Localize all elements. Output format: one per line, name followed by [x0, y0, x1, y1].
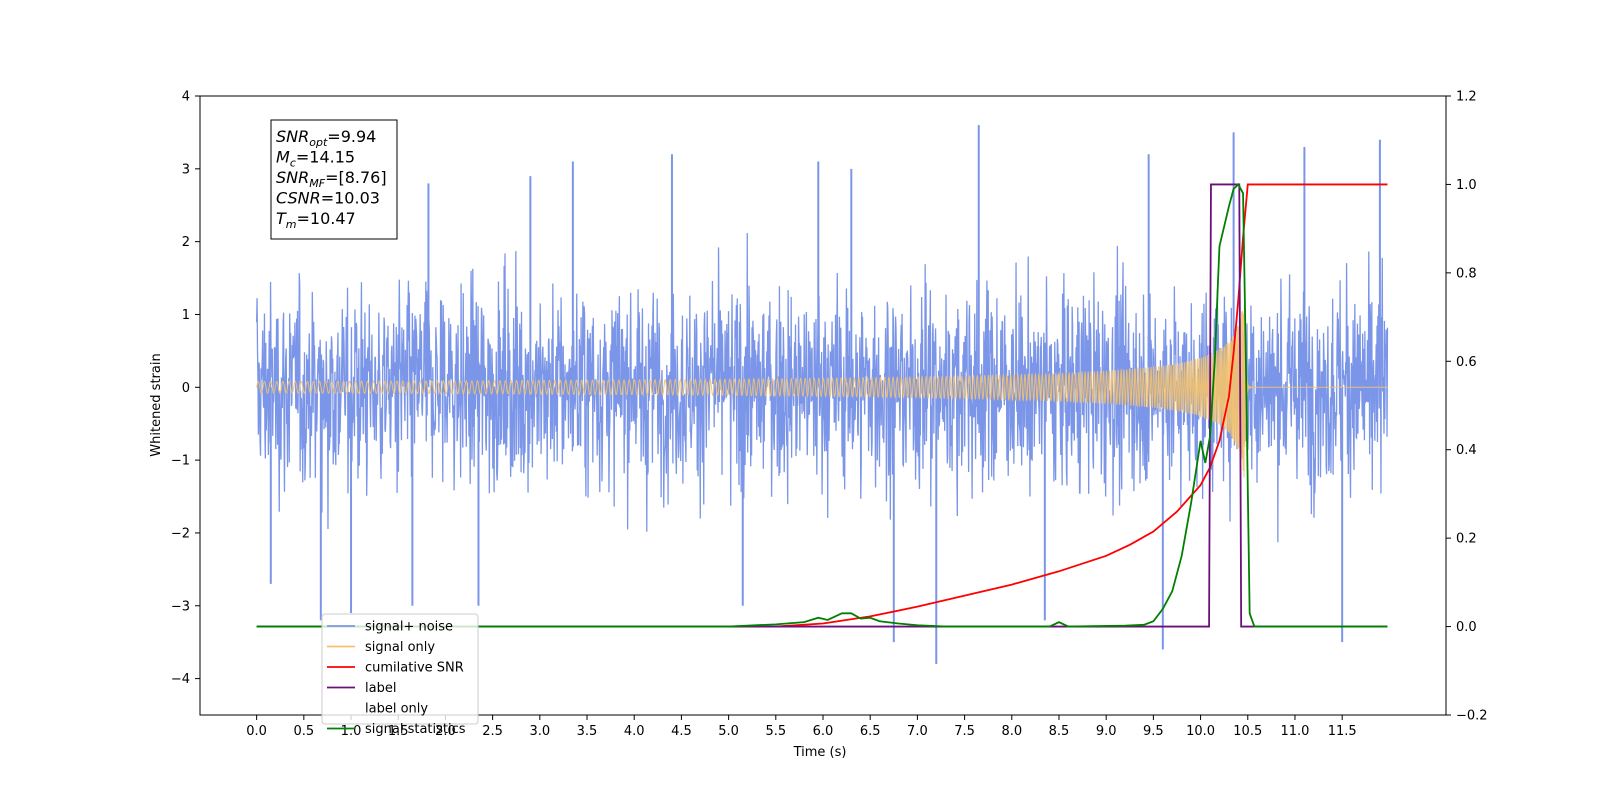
legend-label: label: [365, 681, 396, 696]
x-tick-label: 4.5: [671, 724, 692, 739]
x-tick-label: 6.0: [813, 724, 834, 739]
x-tick-label: 10.5: [1233, 724, 1262, 739]
x-tick-label: 9.0: [1096, 724, 1117, 739]
y2-tick-label: 0.0: [1456, 620, 1477, 635]
legend-label: cumilative SNR: [365, 661, 464, 676]
x-tick-label: 3.0: [529, 724, 550, 739]
x-tick-label: 0.0: [246, 724, 267, 739]
x-tick-label: 5.5: [765, 724, 786, 739]
y2-tick-label: 1.0: [1456, 178, 1477, 193]
legend: signal+ noise signal only cumilative SNR la…: [321, 613, 479, 737]
annotation-line: SNRMF=[8.76]: [276, 168, 387, 190]
x-tick-label: 4.0: [624, 724, 645, 739]
x-tick-label: 0.5: [293, 724, 314, 739]
x-tick-label: 7.0: [907, 724, 928, 739]
x-tick-label: 3.5: [577, 724, 598, 739]
x-tick-label: 8.0: [1001, 724, 1022, 739]
x-tick-label: 10.0: [1186, 724, 1215, 739]
x-tick-label: 9.5: [1143, 724, 1164, 739]
y-tick-label: 4: [182, 90, 190, 105]
y-tick-label: 1: [182, 308, 190, 323]
x-tick-label: 1.5: [388, 724, 409, 739]
legend-label: signal only: [365, 640, 435, 655]
legend-label: signal statistics: [365, 722, 466, 737]
x-axis: 0.0 0.5 1.0 1.5 2.0 2.5 3.0 3.5 4.0 4.5 5.0 5.5 6.0 6…: [246, 715, 1357, 739]
annotation-frame: [270, 119, 398, 240]
x-tick-label: 2.0: [435, 724, 456, 739]
y-tick-label: −2: [171, 526, 190, 541]
series-signal-statistics-line: [256, 182, 1388, 628]
annotation-line: Mc=14.15: [276, 148, 355, 170]
annotation-box: SNRopt=9.94Mc=14.15SNRMF=[8.76]CSNR=10.0…: [270, 119, 398, 240]
x-tick-label: 11.0: [1280, 724, 1309, 739]
legend-label: label only: [365, 702, 428, 717]
y2-tick-label: 0.4: [1456, 443, 1477, 458]
x-tick-label: 7.5: [954, 724, 975, 739]
x-tick-label: 11.5: [1328, 724, 1357, 739]
y-tick-label: −3: [171, 599, 190, 614]
y2-tick-label: 0.2: [1456, 532, 1477, 547]
y-axis-left: −4 −3 −2 −1 0 1 2 3 4: [171, 90, 200, 687]
y2-tick-label: 0.8: [1456, 266, 1477, 281]
x-tick-label: 2.5: [482, 724, 503, 739]
y2-tick-label: −0.2: [1456, 709, 1488, 724]
series-signal-noise-peaks: [269, 125, 1381, 665]
legend-label: signal+ noise: [365, 620, 453, 635]
y-tick-label: −4: [171, 672, 190, 687]
x-tick-label: 1.0: [341, 724, 362, 739]
y2-tick-label: 1.2: [1456, 90, 1477, 105]
y-tick-label: 3: [182, 162, 190, 177]
x-tick-label: 5.0: [718, 724, 739, 739]
y-tick-label: 0: [182, 381, 190, 396]
x-axis-title: Time (s): [793, 745, 847, 760]
series-cumilative-snr-line: [775, 183, 1388, 628]
y2-tick-label: 0.6: [1456, 355, 1477, 370]
y-tick-label: 2: [182, 235, 190, 250]
series-layer: [255, 125, 1389, 665]
annotation-line: Tm=10.47: [276, 209, 356, 231]
annotation-line: CSNR=10.03: [276, 189, 380, 208]
y-axis-right: −0.2 0.0 0.2 0.4 0.6 0.8 1.0 1.2: [1446, 90, 1488, 724]
series-signal-only-line: [256, 302, 1388, 478]
legend-frame: [321, 613, 479, 725]
y-axis-title: Whitened strain: [149, 353, 164, 456]
annotation-line: SNRopt=9.94: [276, 127, 376, 149]
y-tick-label: −1: [171, 454, 190, 469]
x-tick-label: 8.5: [1049, 724, 1070, 739]
x-tick-label: 6.5: [860, 724, 881, 739]
